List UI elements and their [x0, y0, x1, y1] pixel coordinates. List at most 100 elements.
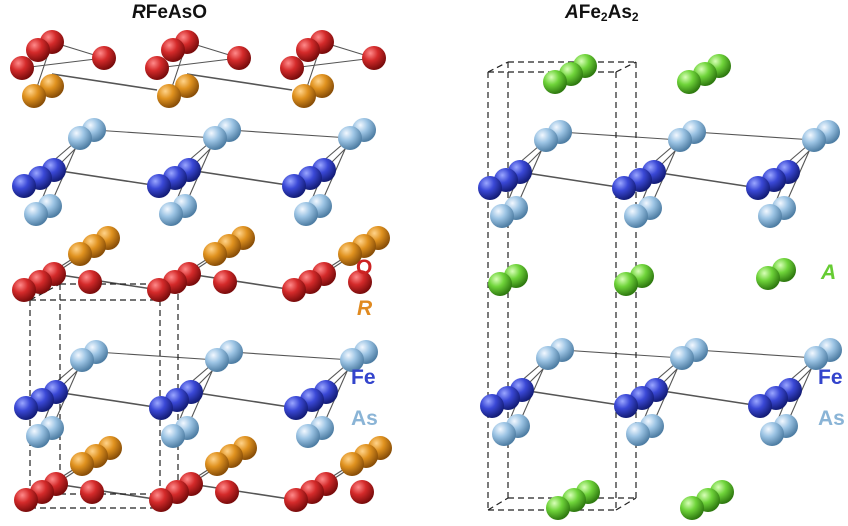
- title-rfeaso-rest: FeAsO: [145, 2, 207, 23]
- atom-o: [147, 278, 171, 302]
- bond-lines: [21, 41, 831, 501]
- unit-cell-edge: [487, 497, 509, 511]
- atom-fe: [282, 174, 306, 198]
- atom-as: [670, 346, 694, 370]
- atom-r: [175, 74, 199, 98]
- atom-as: [758, 204, 782, 228]
- bond-line: [186, 73, 293, 91]
- bond-line: [188, 169, 295, 187]
- atom-r: [203, 242, 227, 266]
- atom-fe: [147, 174, 171, 198]
- atom-as: [626, 422, 650, 446]
- atom-as: [492, 422, 516, 446]
- atom-a: [614, 272, 638, 296]
- atom-as: [159, 202, 183, 226]
- atom-o: [78, 270, 102, 294]
- atom-o: [350, 480, 374, 504]
- atom-as: [760, 422, 784, 446]
- atom-as: [24, 202, 48, 226]
- legend-r: R: [357, 297, 373, 320]
- title-afe2as2-sub1: 2: [600, 10, 608, 24]
- atom-as: [490, 204, 514, 228]
- atom-as: [804, 346, 828, 370]
- atoms: [10, 30, 842, 520]
- atom-as: [338, 126, 362, 150]
- bond-line: [655, 389, 761, 407]
- bond-line: [695, 349, 817, 359]
- atom-r: [340, 452, 364, 476]
- atom-fe: [748, 394, 772, 418]
- unit-cell-edge: [29, 283, 61, 301]
- atom-as: [340, 348, 364, 372]
- atom-o: [227, 46, 251, 70]
- atom-as: [536, 346, 560, 370]
- bond-line: [95, 351, 218, 361]
- atom-o: [213, 270, 237, 294]
- atom-r: [205, 452, 229, 476]
- bond-line: [559, 131, 681, 141]
- unit-cell-edge: [615, 61, 637, 73]
- atom-fe: [478, 176, 502, 200]
- atom-as: [668, 128, 692, 152]
- atom-as: [624, 204, 648, 228]
- atom-o: [149, 488, 173, 512]
- atom-as: [296, 424, 320, 448]
- bond-line: [230, 351, 353, 361]
- bond-line: [190, 483, 297, 501]
- legend-fe-left: Fe: [351, 366, 376, 389]
- bond-line: [188, 273, 295, 291]
- atom-as: [203, 126, 227, 150]
- atom-as: [70, 348, 94, 372]
- atom-as: [802, 128, 826, 152]
- atom-o: [215, 480, 239, 504]
- bond-line: [51, 73, 158, 91]
- title-rfeaso-prefix: R: [132, 2, 146, 23]
- title-afe2as2: AFe2As2: [565, 2, 639, 24]
- title-afe2as2-as: As: [607, 2, 632, 23]
- atom-o: [282, 278, 306, 302]
- bond-line: [561, 349, 683, 359]
- bond-line: [53, 273, 160, 291]
- atom-as: [534, 128, 558, 152]
- atom-r: [40, 74, 64, 98]
- legend-as-right: As: [818, 407, 845, 430]
- atom-r: [292, 84, 316, 108]
- bond-line: [93, 129, 216, 139]
- bond-line: [653, 171, 759, 189]
- atom-fe: [14, 396, 38, 420]
- atom-o: [14, 488, 38, 512]
- atom-o: [145, 56, 169, 80]
- unit-cell-edge: [487, 61, 509, 73]
- atom-fe: [284, 396, 308, 420]
- legend-o: O: [356, 256, 373, 279]
- atom-as: [205, 348, 229, 372]
- atom-fe: [746, 176, 770, 200]
- atom-o: [348, 270, 372, 294]
- atom-r: [157, 84, 181, 108]
- title-afe2as2-fe: Fe: [578, 2, 601, 23]
- atom-r: [70, 452, 94, 476]
- atom-o: [12, 278, 36, 302]
- legend-as-left: As: [351, 407, 378, 430]
- bond-line: [55, 391, 162, 409]
- atom-a: [756, 266, 780, 290]
- atom-as: [26, 424, 50, 448]
- atom-as: [294, 202, 318, 226]
- bond-line: [190, 391, 297, 409]
- bond-line: [291, 57, 375, 69]
- legend-a: A: [821, 261, 837, 284]
- atom-o: [296, 38, 320, 62]
- atom-fe: [612, 176, 636, 200]
- atom-a: [546, 496, 570, 520]
- atom-fe: [614, 394, 638, 418]
- atom-o: [362, 46, 386, 70]
- atom-o: [80, 480, 104, 504]
- atom-r: [310, 74, 334, 98]
- atom-as: [68, 126, 92, 150]
- bond-line: [156, 57, 240, 69]
- atom-as: [161, 424, 185, 448]
- bond-line: [53, 169, 160, 187]
- title-afe2as2-sub2: 2: [631, 10, 639, 24]
- atom-r: [22, 84, 46, 108]
- atom-o: [92, 46, 116, 70]
